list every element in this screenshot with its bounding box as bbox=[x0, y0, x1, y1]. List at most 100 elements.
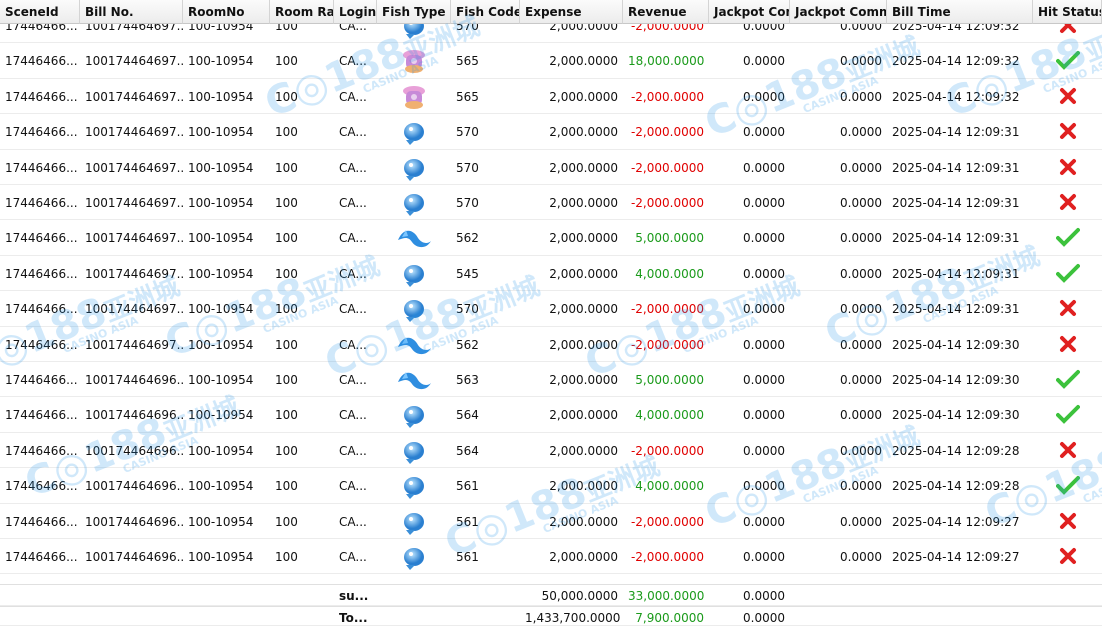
cell: 2025-04-14 12:09:31 bbox=[892, 302, 1020, 317]
hit-status-icon bbox=[1033, 440, 1102, 463]
hit-status-icon bbox=[1033, 369, 1102, 392]
cell: -2,000.0000 bbox=[630, 125, 704, 140]
summary-cell: To... bbox=[339, 611, 368, 625]
cell: 17446466... bbox=[5, 443, 78, 458]
cell: 563 bbox=[456, 373, 479, 387]
table-row: 17446466... 100174464696... 100-10954 100 CA… bbox=[0, 362, 1102, 398]
cell: 0.0000 bbox=[840, 373, 882, 387]
table-row: 17446466... 100174464697... 100-10954 100 CA… bbox=[0, 114, 1102, 150]
cell: 100 bbox=[275, 54, 298, 69]
column-header[interactable]: Bill No. bbox=[80, 0, 183, 24]
cell: 2,000.0000 bbox=[549, 125, 618, 140]
cell: 2,000.0000 bbox=[549, 302, 618, 317]
cell: 0.0000 bbox=[840, 443, 882, 458]
cell: 2025-04-14 12:09:32 bbox=[892, 89, 1020, 104]
column-header[interactable]: Bill Time bbox=[887, 0, 1033, 24]
cell: 0.0000 bbox=[743, 54, 785, 69]
cell: 0.0000 bbox=[743, 550, 785, 564]
column-header[interactable]: SceneId bbox=[0, 0, 80, 24]
summary-cell: 33,000.0000 bbox=[628, 589, 705, 603]
cell: 0.0000 bbox=[840, 160, 882, 175]
cell: CA... bbox=[339, 302, 367, 317]
cell: 2,000.0000 bbox=[549, 337, 618, 352]
cell: 2025-04-14 12:09:31 bbox=[892, 231, 1020, 246]
cell: 100-10954 bbox=[188, 266, 254, 281]
cell: 17446466... bbox=[5, 550, 78, 564]
column-header[interactable]: Room Rat bbox=[270, 0, 334, 24]
cell: 17446466... bbox=[5, 196, 78, 210]
cell: 2,000.0000 bbox=[549, 514, 618, 529]
column-header[interactable]: Jackpot Comm bbox=[790, 0, 887, 24]
cell: 0.0000 bbox=[743, 266, 785, 281]
cell: 17446466... bbox=[5, 54, 78, 69]
cell: -2,000.0000 bbox=[630, 443, 704, 458]
cell: 100 bbox=[275, 89, 298, 104]
hit-status-icon bbox=[1033, 50, 1102, 73]
cell: 0.0000 bbox=[840, 302, 882, 317]
column-header[interactable]: Fish Type bbox=[377, 0, 451, 24]
cell: CA... bbox=[339, 550, 367, 564]
cell: 2025-04-14 12:09:31 bbox=[892, 160, 1020, 175]
column-header[interactable]: Login bbox=[334, 0, 377, 24]
cell: CA... bbox=[339, 89, 367, 104]
cell: 2,000.0000 bbox=[549, 550, 618, 564]
summary-row: su... 50,000.0000 33,000.0000 0.0000 bbox=[0, 584, 1102, 606]
cell: 100 bbox=[275, 514, 298, 529]
cell: 17446466... bbox=[5, 479, 78, 494]
cell: 100174464696... bbox=[85, 443, 183, 458]
fish-icon bbox=[377, 543, 451, 574]
cell: 100174464697... bbox=[85, 160, 183, 175]
cell: 0.0000 bbox=[743, 231, 785, 246]
column-header[interactable]: RoomNo bbox=[183, 0, 270, 24]
cell: -2,000.0000 bbox=[630, 337, 704, 352]
cell: 100-10954 bbox=[188, 196, 254, 210]
cell: 545 bbox=[456, 266, 479, 281]
cell: 2,000.0000 bbox=[549, 196, 618, 210]
cell: 2025-04-14 12:09:30 bbox=[892, 337, 1020, 352]
cell: -2,000.0000 bbox=[630, 196, 704, 210]
cell: 100 bbox=[275, 373, 298, 387]
cell: 0.0000 bbox=[743, 196, 785, 210]
cell: 2025-04-14 12:09:27 bbox=[892, 514, 1020, 529]
hit-status-icon bbox=[1033, 263, 1102, 286]
cell: 100-10954 bbox=[188, 302, 254, 317]
cell: 100 bbox=[275, 266, 298, 281]
cell: 100 bbox=[275, 550, 298, 564]
cell: 0.0000 bbox=[743, 514, 785, 529]
cell: 100174464697... bbox=[85, 54, 183, 69]
cell: 100 bbox=[275, 302, 298, 317]
summary-cell: 50,000.0000 bbox=[541, 589, 618, 603]
cell: 565 bbox=[456, 54, 479, 69]
cell: 100-10954 bbox=[188, 408, 254, 423]
cell: 0.0000 bbox=[840, 89, 882, 104]
fish-icon bbox=[377, 83, 451, 114]
cell: 5,000.0000 bbox=[635, 231, 704, 246]
column-header[interactable]: Hit Status bbox=[1033, 0, 1102, 24]
cell: 100-10954 bbox=[188, 373, 254, 387]
cell: CA... bbox=[339, 514, 367, 529]
summary-cell: 1,433,700.0000 bbox=[525, 611, 621, 625]
cell: 2,000.0000 bbox=[549, 408, 618, 423]
column-header[interactable]: Fish Code bbox=[451, 0, 520, 24]
cell: 0.0000 bbox=[840, 125, 882, 140]
cell: 0.0000 bbox=[840, 196, 882, 210]
cell: CA... bbox=[339, 373, 367, 387]
cell: 565 bbox=[456, 89, 479, 104]
summary-cell: 0.0000 bbox=[743, 589, 785, 603]
hit-status-icon bbox=[1033, 298, 1102, 321]
cell: 0.0000 bbox=[840, 337, 882, 352]
hit-status-icon bbox=[1033, 227, 1102, 250]
hit-status-icon bbox=[1033, 121, 1102, 144]
fish-icon bbox=[377, 47, 451, 78]
column-header[interactable]: Revenue bbox=[623, 0, 709, 24]
cell: CA... bbox=[339, 479, 367, 494]
cell: 2,000.0000 bbox=[549, 266, 618, 281]
column-header[interactable]: Expense bbox=[520, 0, 623, 24]
cell: 17446466... bbox=[5, 231, 78, 246]
cell: 17446466... bbox=[5, 89, 78, 104]
cell: 0.0000 bbox=[743, 443, 785, 458]
cell: 2,000.0000 bbox=[549, 54, 618, 69]
cell: 2025-04-14 12:09:31 bbox=[892, 196, 1020, 210]
cell: 100-10954 bbox=[188, 550, 254, 564]
column-header[interactable]: Jackpot Com bbox=[709, 0, 790, 24]
